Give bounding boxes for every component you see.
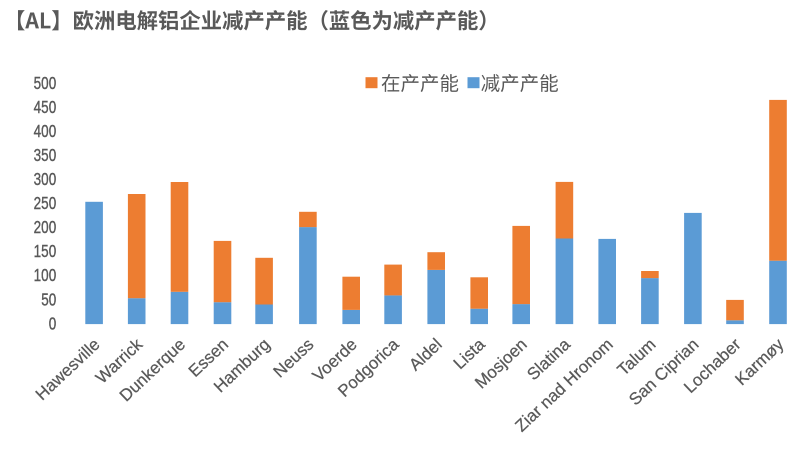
svg-text:100: 100	[34, 267, 57, 286]
svg-text:300: 300	[34, 170, 57, 189]
svg-text:350: 350	[34, 146, 57, 165]
svg-text:150: 150	[34, 243, 57, 262]
svg-text:250: 250	[34, 194, 57, 213]
svg-text:200: 200	[34, 219, 57, 238]
svg-text:0: 0	[49, 315, 57, 334]
svg-text:50: 50	[41, 291, 56, 310]
svg-text:450: 450	[34, 98, 57, 117]
svg-text:500: 500	[34, 74, 57, 93]
svg-text:400: 400	[34, 122, 57, 141]
